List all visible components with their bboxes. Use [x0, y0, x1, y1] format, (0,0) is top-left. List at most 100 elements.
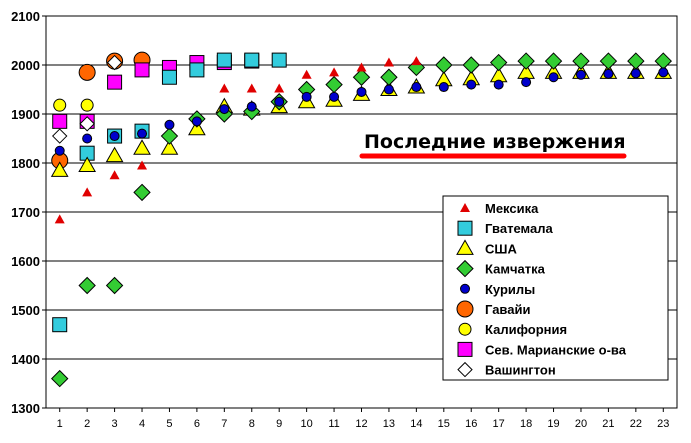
data-points [50, 51, 673, 388]
point-s4-4 [164, 119, 175, 130]
point-s1-6 [216, 52, 232, 68]
point-s3-4 [160, 127, 179, 145]
xtick-label-14: 14 [410, 418, 422, 430]
legend-label-3: Камчатка [485, 262, 546, 277]
point-s4-1 [82, 133, 93, 144]
legend-marker-1 [457, 220, 473, 236]
point-s4-17 [521, 77, 532, 88]
xtick-label-5: 5 [166, 418, 172, 430]
point-s2-2 [105, 146, 124, 163]
point-s2-1 [78, 156, 97, 172]
point-s3-3 [133, 183, 151, 202]
point-s4-7 [246, 101, 257, 112]
xtick-label-2: 2 [84, 418, 90, 430]
legend-item-4: Курилы [460, 282, 535, 297]
legend-marker-2 [456, 239, 474, 255]
ytick-label-1700: 1700 [11, 205, 40, 220]
point-s5-1 [78, 63, 96, 81]
point-s6-0 [53, 98, 67, 112]
legend-label-8: Вашингтон [485, 363, 556, 378]
point-s2-4 [160, 139, 179, 155]
xtick-label-20: 20 [575, 418, 587, 430]
ytick-label-1600: 1600 [11, 254, 40, 269]
ytick-label-1300: 1300 [11, 401, 40, 416]
legend-label-6: Калифорния [485, 322, 567, 337]
xtick-label-8: 8 [249, 418, 255, 430]
point-s4-11 [356, 86, 367, 97]
point-s3-14 [435, 56, 453, 74]
point-s4-12 [383, 84, 394, 95]
point-s4-10 [329, 91, 340, 102]
legend-item-7: Сев. Марианские о-ва [457, 341, 627, 357]
point-s0-5 [246, 83, 257, 93]
point-s4-21 [630, 68, 641, 79]
legend-marker-4 [460, 283, 470, 294]
ytick-label-1500: 1500 [11, 303, 40, 318]
point-s4-13 [411, 82, 422, 93]
point-s0-0 [54, 214, 65, 224]
ytick-label-2000: 2000 [11, 58, 40, 73]
point-s3-1 [78, 276, 96, 295]
legend-marker-3 [456, 259, 474, 278]
point-s0-4 [219, 83, 230, 93]
point-s4-9 [301, 91, 312, 102]
xtick-label-7: 7 [221, 418, 227, 430]
xtick-label-10: 10 [301, 418, 313, 430]
xtick-label-12: 12 [355, 418, 367, 430]
xtick-label-22: 22 [630, 418, 642, 430]
point-s1-8 [271, 52, 287, 68]
point-s4-20 [603, 68, 614, 79]
point-s0-1 [82, 187, 93, 197]
point-s2-0 [50, 161, 69, 177]
xtick-label-13: 13 [383, 418, 395, 430]
annotation: Последние извержения [359, 131, 627, 159]
xtick-label-9: 9 [276, 418, 282, 430]
ytick-label-1900: 1900 [11, 107, 40, 122]
point-s3-2 [105, 276, 124, 295]
point-s3-15 [462, 56, 480, 74]
xtick-label-6: 6 [194, 418, 200, 430]
point-s4-0 [54, 145, 65, 156]
point-s4-22 [658, 67, 669, 78]
point-s2-5 [188, 119, 206, 136]
point-s0-11 [411, 56, 422, 66]
point-s0-10 [383, 57, 394, 67]
point-s0-8 [329, 67, 340, 77]
point-s4-5 [191, 116, 202, 127]
legend-label-5: Гавайи [485, 302, 530, 317]
point-s1-4 [161, 69, 177, 85]
point-s4-8 [274, 96, 285, 107]
xtick-label-23: 23 [657, 418, 669, 430]
point-s6-1 [80, 98, 94, 112]
point-s4-18 [548, 72, 559, 83]
xtick-label-3: 3 [112, 418, 118, 430]
point-s0-7 [301, 69, 312, 79]
series-8 [52, 54, 123, 144]
point-s1-7 [244, 52, 260, 68]
ytick-label-2100: 2100 [11, 9, 40, 24]
ytick-label-1400: 1400 [11, 352, 40, 367]
ytick-label-1800: 1800 [11, 156, 40, 171]
legend-item-8: Вашингтон [457, 361, 556, 378]
legend-item-1: Гватемала [457, 220, 553, 236]
legend-item-3: Камчатка [456, 259, 546, 278]
point-s0-2 [109, 170, 120, 180]
legend-item-0: Мексика [460, 201, 539, 216]
point-s4-3 [137, 128, 148, 139]
legend-label-0: Мексика [485, 201, 539, 216]
legend-marker-5 [456, 300, 474, 318]
point-s3-0 [51, 369, 69, 388]
point-s0-6 [274, 83, 285, 93]
xtick-label-19: 19 [547, 418, 559, 430]
legend-marker-8 [457, 361, 473, 378]
point-s8-0 [52, 128, 68, 144]
xtick-label-1: 1 [57, 418, 63, 430]
legend-item-2: США [456, 239, 517, 256]
series-6 [53, 98, 94, 112]
point-s7-3 [134, 62, 150, 78]
point-s7-0 [52, 113, 68, 129]
legend-label-7: Сев. Марианские о-ва [485, 342, 627, 357]
point-s3-19 [572, 52, 590, 70]
